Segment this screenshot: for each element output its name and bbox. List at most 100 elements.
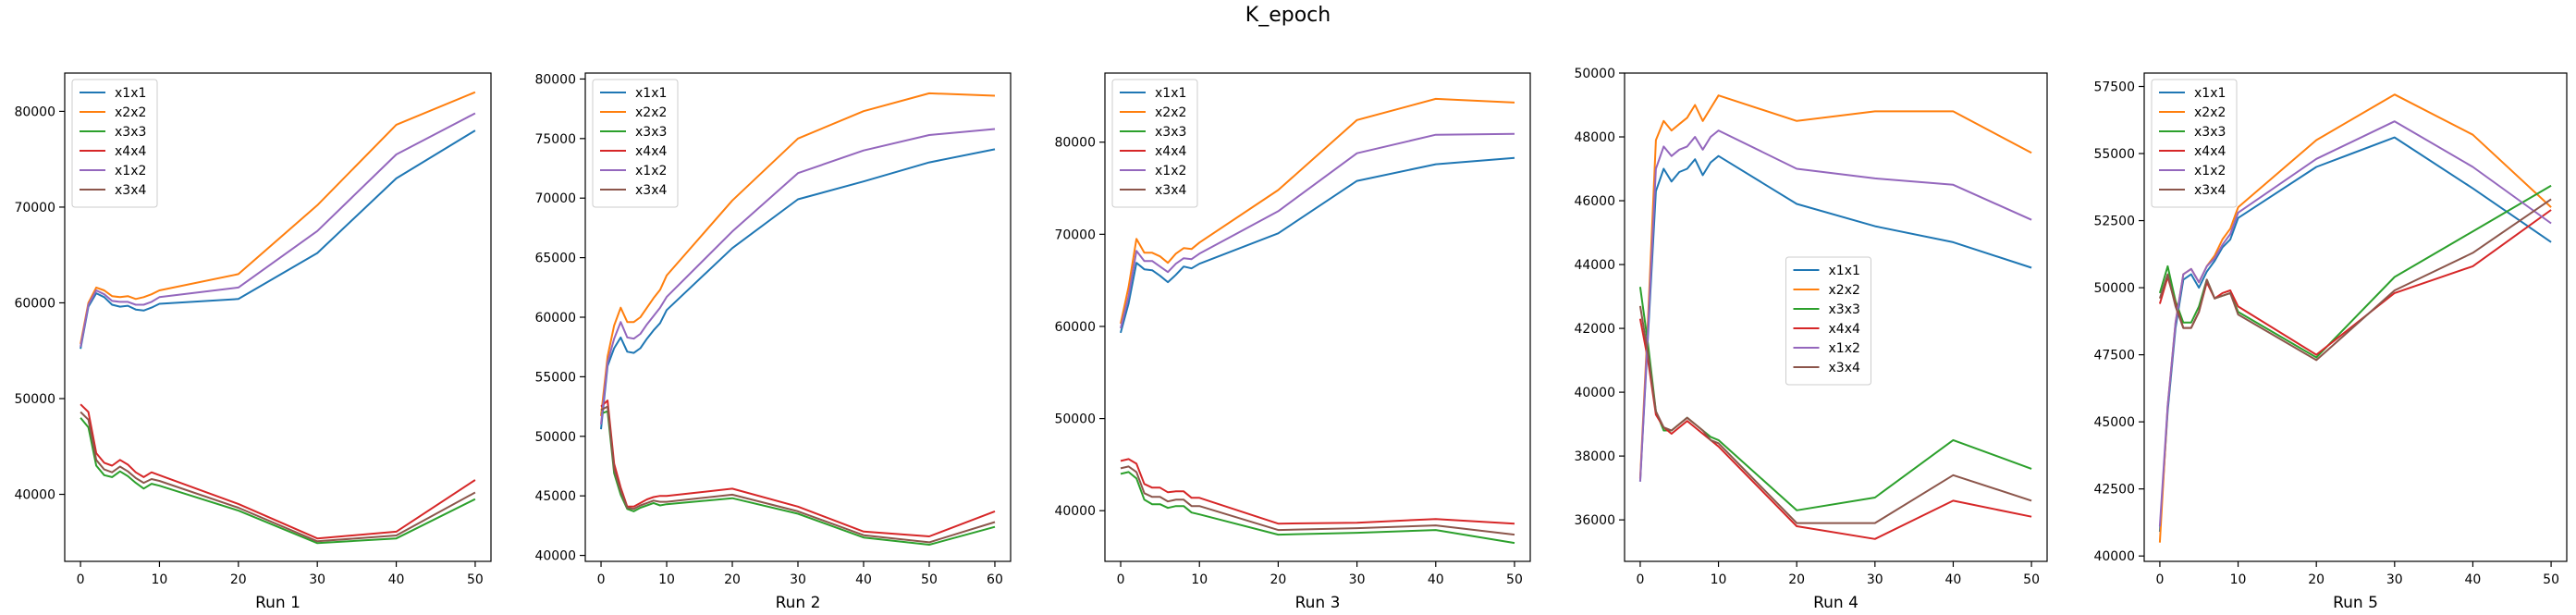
y-tick-label: 40000 bbox=[14, 488, 55, 503]
y-tick-label: 57500 bbox=[2093, 80, 2135, 95]
series-line-x3x3 bbox=[1120, 471, 1515, 545]
x-tick-label: 10 bbox=[152, 572, 168, 587]
y-tick-label: 50000 bbox=[1574, 67, 1615, 81]
series-line-x1x2 bbox=[600, 128, 996, 425]
x-tick-label: 20 bbox=[2308, 572, 2325, 587]
series-line-x4x4 bbox=[600, 400, 996, 537]
legend-label-x4x4: x4x4 bbox=[1155, 144, 1186, 159]
x-tick-label: 30 bbox=[2386, 572, 2403, 587]
y-tick-label: 50000 bbox=[2093, 281, 2135, 296]
legend-label-x4x4: x4x4 bbox=[2194, 144, 2226, 159]
legend-label-x3x4: x3x4 bbox=[635, 183, 667, 198]
series-line-x2x2 bbox=[1638, 94, 2032, 479]
legend-label-x2x2: x2x2 bbox=[635, 105, 667, 120]
axes-frame bbox=[1624, 72, 2048, 562]
legend-label-x1x2: x1x2 bbox=[1829, 341, 1860, 356]
y-tick-label: 60000 bbox=[1054, 320, 1096, 335]
legend-label-x4x4: x4x4 bbox=[1829, 322, 1860, 337]
axes-frame bbox=[64, 72, 492, 562]
series-line-x1x2 bbox=[2158, 120, 2552, 527]
x-tick-label: 10 bbox=[1711, 572, 1727, 587]
y-tick-label: 38000 bbox=[1574, 449, 1615, 464]
axes-frame bbox=[1104, 72, 1531, 562]
y-tick-label: 80000 bbox=[534, 72, 576, 87]
legend-label-x4x4: x4x4 bbox=[635, 144, 667, 159]
subplot-run-1: 0 10 20 30 40 50 40000 50000 60000 70000 80000 Run … bbox=[14, 72, 492, 612]
x-tick-label: 30 bbox=[309, 572, 325, 587]
series-line-x1x1 bbox=[600, 148, 996, 430]
legend: x1x1 x2x2 x3x3 x4x4 x1x2 x3x4 bbox=[592, 79, 679, 208]
y-tick-label: 40000 bbox=[2093, 549, 2135, 564]
y-tick-label: 50000 bbox=[534, 430, 576, 445]
y-tick-label: 55000 bbox=[2093, 147, 2135, 162]
y-tick-label: 45000 bbox=[534, 489, 576, 504]
legend-label-x3x3: x3x3 bbox=[635, 125, 667, 140]
x-axis-label: Run 3 bbox=[1295, 594, 1341, 612]
y-tick-label: 60000 bbox=[534, 311, 576, 326]
series-line-x1x2 bbox=[1638, 129, 2032, 482]
y-tick-label: 44000 bbox=[1574, 258, 1615, 273]
x-tick-label: 40 bbox=[388, 572, 405, 587]
x-tick-label: 40 bbox=[1945, 572, 1962, 587]
series-line-x3x4 bbox=[80, 411, 476, 543]
figure-title: K_epoch bbox=[1245, 4, 1331, 27]
x-tick-label: 40 bbox=[2465, 572, 2482, 587]
subplot-run-2: 0 10 20 30 40 50 60 40000 45000 50000 55000 60000 65… bbox=[534, 72, 1012, 612]
x-tick-label: 50 bbox=[2023, 572, 2040, 587]
subplot-run-3: 0 10 20 30 40 50 40000 50000 60000 70000 80000 Run … bbox=[1054, 72, 1531, 612]
x-tick-label: 40 bbox=[1428, 572, 1444, 587]
legend-label-x1x1: x1x1 bbox=[115, 86, 146, 101]
x-tick-label: 0 bbox=[2155, 572, 2164, 587]
y-tick-label: 70000 bbox=[14, 201, 55, 215]
y-tick-label: 55000 bbox=[534, 370, 576, 385]
legend-label-x3x4: x3x4 bbox=[1155, 183, 1186, 198]
series-line-x3x3 bbox=[600, 410, 996, 546]
y-tick-label: 70000 bbox=[534, 191, 576, 206]
x-axis-label: Run 1 bbox=[255, 594, 301, 612]
y-tick-label: 42500 bbox=[2093, 483, 2135, 498]
y-tick-label: 47500 bbox=[2093, 349, 2135, 363]
series-line-x3x4 bbox=[600, 405, 996, 544]
legend-label-x3x4: x3x4 bbox=[2194, 183, 2226, 198]
series-line-x1x1 bbox=[1120, 156, 1515, 334]
y-tick-label: 40000 bbox=[534, 549, 576, 564]
x-tick-label: 30 bbox=[1349, 572, 1366, 587]
x-tick-label: 50 bbox=[921, 572, 938, 587]
series-line-x2x2 bbox=[600, 92, 996, 417]
x-axis-label: Run 5 bbox=[2333, 594, 2378, 612]
y-tick-label: 40000 bbox=[1054, 504, 1096, 519]
legend-label-x3x4: x3x4 bbox=[1829, 361, 1860, 375]
legend-label-x3x4: x3x4 bbox=[115, 183, 146, 198]
x-tick-label: 20 bbox=[724, 572, 741, 587]
series-line-x4x4 bbox=[1638, 318, 2032, 540]
legend: x1x1 x2x2 x3x3 x4x4 x1x2 x3x4 bbox=[1785, 256, 1871, 386]
series-line-x3x4 bbox=[1638, 305, 2032, 524]
series-line-x4x4 bbox=[80, 403, 476, 540]
series-line-x4x4 bbox=[1120, 458, 1515, 525]
x-tick-label: 10 bbox=[658, 572, 675, 587]
x-tick-label: 40 bbox=[855, 572, 872, 587]
series-line-x3x3 bbox=[80, 417, 476, 545]
legend: x1x1 x2x2 x3x3 x4x4 x1x2 x3x4 bbox=[71, 79, 158, 208]
x-tick-label: 60 bbox=[987, 572, 1003, 587]
legend-label-x1x2: x1x2 bbox=[2194, 164, 2226, 178]
series-line-x1x2 bbox=[1120, 132, 1515, 329]
y-tick-label: 42000 bbox=[1574, 322, 1615, 337]
legend: x1x1 x2x2 x3x3 x4x4 x1x2 x3x4 bbox=[1111, 79, 1198, 208]
series-line-x3x3 bbox=[2158, 184, 2552, 359]
x-tick-label: 0 bbox=[77, 572, 85, 587]
x-tick-label: 10 bbox=[2230, 572, 2247, 587]
x-axis-label: Run 2 bbox=[776, 594, 821, 612]
x-tick-label: 30 bbox=[790, 572, 806, 587]
x-tick-label: 30 bbox=[1867, 572, 1883, 587]
x-tick-label: 10 bbox=[1191, 572, 1208, 587]
series-line-x2x2 bbox=[80, 91, 476, 345]
subplot-run-5: 0 10 20 30 40 50 40000 42500 45000 47500 50000 5250… bbox=[2093, 72, 2568, 612]
x-tick-label: 50 bbox=[1506, 572, 1523, 587]
series-line-x4x4 bbox=[2158, 209, 2552, 356]
legend-label-x4x4: x4x4 bbox=[115, 144, 146, 159]
legend-label-x1x1: x1x1 bbox=[635, 86, 667, 101]
x-tick-label: 20 bbox=[1788, 572, 1805, 587]
